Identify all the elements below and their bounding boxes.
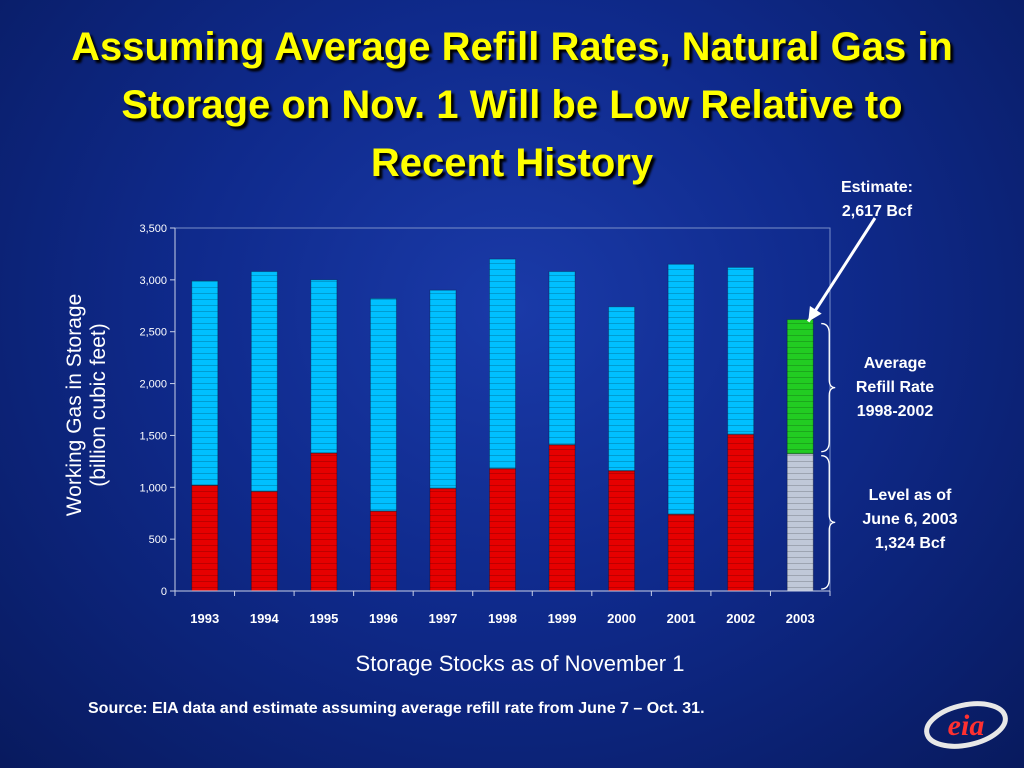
x-tick-label-1993: 1993 xyxy=(190,611,219,626)
bar-top-stripes-1995 xyxy=(310,279,337,454)
title-line-3: Recent History xyxy=(370,141,654,185)
bar-base-stripes-1994 xyxy=(251,491,278,591)
x-tick-label-2001: 2001 xyxy=(667,611,696,626)
x-tick-label-1999: 1999 xyxy=(548,611,577,626)
average-refill-line-1: Average xyxy=(863,355,927,372)
level-annotation: Level as of June 6, 2003 1,324 Bcf xyxy=(840,484,980,556)
y-tick-label: 3,000 xyxy=(139,275,167,287)
average-refill-line-2: Refill Rate xyxy=(855,379,935,396)
bar-base-stripes-1996 xyxy=(370,511,397,591)
x-tick-label-1995: 1995 xyxy=(309,611,338,626)
x-tick-label-2000: 2000 xyxy=(607,611,636,626)
bar-top-stripes-1999 xyxy=(549,271,576,445)
average-refill-line-3: 1998-2002 xyxy=(856,403,934,420)
bar-base-stripes-1993 xyxy=(191,485,218,591)
estimate-value: 2,617 Bcf xyxy=(841,203,913,220)
y-axis-label-line-1: Working Gas in Storage xyxy=(63,293,86,517)
bar-top-stripes-1998 xyxy=(489,259,516,469)
bar-top-stripes-2001 xyxy=(668,264,695,515)
eia-logo: eia xyxy=(924,701,1008,749)
estimate-label: Estimate: xyxy=(840,179,914,196)
estimate-annotation: Estimate: 2,617 Bcf xyxy=(822,176,932,224)
brace-level-2003 xyxy=(821,455,836,590)
y-tick-label: 0 xyxy=(161,586,167,598)
estimate-arrow-shaft xyxy=(806,217,877,323)
bar-top-stripes-2000 xyxy=(608,306,635,471)
level-line-2: June 6, 2003 xyxy=(862,511,958,528)
y-tick-label: 2,500 xyxy=(139,327,167,339)
average-refill-annotation: Average Refill Rate 1998-2002 xyxy=(840,352,950,424)
y-tick-label: 1,000 xyxy=(139,482,167,494)
bar-base-stripes-2000 xyxy=(608,470,635,591)
x-tick-label-1996: 1996 xyxy=(369,611,398,626)
logo-text: eia xyxy=(948,709,985,742)
x-tick-label-1998: 1998 xyxy=(488,611,517,626)
bar-base-stripes-2001 xyxy=(668,514,695,591)
bar-base-stripes-1999 xyxy=(549,444,576,591)
brace-average-refill xyxy=(821,322,836,453)
title-line-1: Assuming Average Refill Rates, Natural G… xyxy=(71,25,953,69)
y-axis-label-line-2: (billion cubic feet) xyxy=(87,323,110,487)
x-tick-label-1994: 1994 xyxy=(250,611,280,626)
y-axis-label: Working Gas in Storage (billion cubic fe… xyxy=(63,255,111,555)
bar-top-stripes-2002 xyxy=(727,267,754,435)
x-tick-label-1997: 1997 xyxy=(428,611,457,626)
level-line-3: 1,324 Bcf xyxy=(874,535,946,552)
estimate-arrow-head xyxy=(808,306,822,322)
bar-top-stripes-1997 xyxy=(429,290,456,489)
x-tick-label-2002: 2002 xyxy=(726,611,755,626)
y-tick-label: 1,500 xyxy=(139,430,167,442)
source-note: Source: EIA data and estimate assuming a… xyxy=(88,700,705,717)
y-tick-label: 2,000 xyxy=(139,379,167,391)
bar-top-stripes-1994 xyxy=(251,271,278,492)
bar-base-stripes-1995 xyxy=(310,453,337,591)
x-axis-label: Storage Stocks as of November 1 xyxy=(355,651,685,676)
y-tick-label: 3,500 xyxy=(139,223,167,235)
bar-base-stripes-2002 xyxy=(727,434,754,591)
y-tick-label: 500 xyxy=(149,534,167,546)
level-line-1: Level as of xyxy=(868,487,952,504)
bar-top-stripes-2003 xyxy=(787,319,814,454)
bar-top-stripes-1996 xyxy=(370,298,397,512)
title-line-2: Storage on Nov. 1 Will be Low Relative t… xyxy=(121,83,903,127)
bar-base-stripes-2003 xyxy=(787,453,814,591)
bar-top-stripes-1993 xyxy=(191,280,218,486)
x-tick-label-2003: 2003 xyxy=(786,611,815,626)
bar-base-stripes-1998 xyxy=(489,468,516,591)
slide-title: Assuming Average Refill Rates, Natural G… xyxy=(0,18,1024,192)
bar-base-stripes-1997 xyxy=(429,488,456,591)
